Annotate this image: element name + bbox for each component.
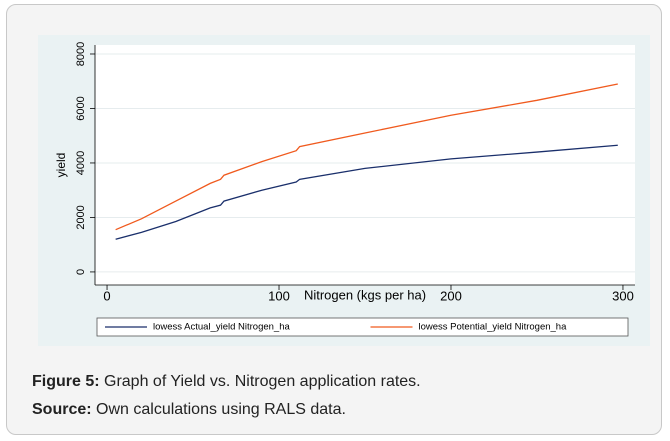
x-tick-label: 300 <box>612 288 634 303</box>
y-axis-label: yield <box>54 153 68 178</box>
x-tick-label: 100 <box>268 288 290 303</box>
source: Source: Own calculations using RALS data… <box>32 401 346 419</box>
series-line <box>115 83 618 231</box>
source-text: Own calculations using RALS data. <box>91 401 346 418</box>
legend-label: lowess Actual_yield Nitrogen_ha <box>153 322 290 333</box>
caption: Figure 5: Graph of Yield vs. Nitrogen ap… <box>32 373 421 391</box>
legend-label: lowess Potential_yield Nitrogen_ha <box>419 322 568 333</box>
caption-text: Graph of Yield vs. Nitrogen application … <box>99 373 421 390</box>
caption-label: Figure 5: <box>32 373 100 390</box>
plot-area <box>95 45 635 285</box>
series-line <box>115 144 618 240</box>
source-label: Source: <box>32 401 92 418</box>
legend-box <box>96 317 629 337</box>
y-tick-label: 8000 <box>75 42 87 66</box>
x-axis-label: Nitrogen (kgs per ha) <box>304 287 426 302</box>
x-tick-label: 200 <box>440 288 462 303</box>
y-tick-label: 6000 <box>75 96 87 120</box>
y-tick-label: 0 <box>75 269 87 275</box>
y-tick-label: 2000 <box>75 205 87 229</box>
y-tick-label: 4000 <box>75 151 87 175</box>
x-tick-label: 0 <box>103 288 110 303</box>
